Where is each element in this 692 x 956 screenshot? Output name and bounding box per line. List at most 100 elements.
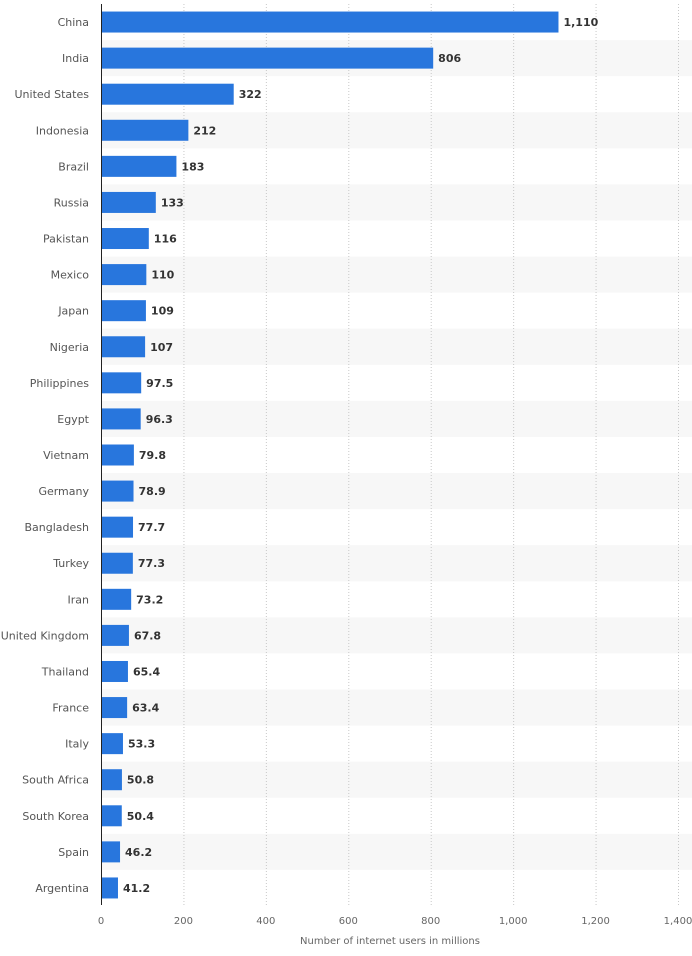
bar — [101, 300, 146, 322]
bar — [101, 588, 132, 610]
bar — [101, 11, 559, 33]
bar — [101, 408, 141, 430]
x-tick-label: 1,200 — [581, 916, 610, 927]
value-label: 67.8 — [134, 629, 161, 642]
x-axis-label: Number of internet users in millions — [300, 936, 480, 947]
category-label: Thailand — [41, 665, 89, 678]
row-band — [101, 328, 692, 365]
category-label: China — [58, 16, 89, 29]
category-label: Mexico — [51, 269, 90, 282]
value-label: 96.3 — [146, 413, 173, 426]
bar — [101, 516, 134, 538]
category-label: South Africa — [22, 774, 89, 787]
value-label: 97.5 — [146, 377, 173, 390]
row-band — [101, 761, 692, 798]
bar — [101, 264, 147, 286]
bar — [101, 480, 134, 502]
bar — [101, 805, 122, 827]
value-label: 1,110 — [563, 16, 598, 29]
category-labels: China India United States Indonesia Brazil Ru… — [1, 16, 90, 895]
value-label: 806 — [438, 52, 461, 65]
value-label: 110 — [151, 269, 174, 282]
row-band — [101, 689, 692, 726]
bar — [101, 769, 122, 791]
bar — [101, 624, 129, 646]
value-label: 183 — [181, 160, 204, 173]
category-label: Russia — [54, 196, 89, 209]
bars — [101, 11, 559, 899]
bar — [101, 336, 146, 358]
bar — [101, 191, 156, 213]
category-label: France — [52, 702, 89, 715]
row-band — [101, 112, 692, 149]
value-label: 79.8 — [139, 449, 166, 462]
value-label: 46.2 — [125, 846, 152, 859]
value-label: 107 — [150, 341, 173, 354]
category-label: Turkey — [52, 557, 89, 570]
category-label: Argentina — [35, 882, 89, 895]
x-tick-label: 0 — [98, 916, 104, 927]
bar — [101, 841, 121, 863]
value-label: 53.3 — [128, 738, 155, 751]
value-label: 109 — [151, 305, 174, 318]
category-label: India — [62, 52, 89, 65]
x-tick-label: 200 — [174, 916, 193, 927]
x-tick-label: 400 — [256, 916, 275, 927]
bar — [101, 155, 177, 177]
x-tick-label: 1,000 — [499, 916, 528, 927]
x-tick-labels: 0 200 400 600 800 1,000 1,200 1,400 — [98, 916, 692, 927]
row-band — [101, 617, 692, 654]
row-band — [101, 545, 692, 582]
value-label: 63.4 — [132, 702, 159, 715]
bar — [101, 697, 128, 719]
bar — [101, 552, 133, 574]
category-label: United Kingdom — [1, 629, 89, 642]
category-label: United States — [15, 88, 90, 101]
bar — [101, 733, 123, 755]
category-label: Vietnam — [43, 449, 89, 462]
value-label: 41.2 — [123, 882, 150, 895]
row-band — [101, 256, 692, 293]
value-label: 65.4 — [133, 665, 160, 678]
bar — [101, 47, 434, 69]
value-label: 322 — [239, 88, 262, 101]
category-label: Iran — [68, 593, 90, 606]
bar — [101, 228, 149, 250]
value-labels: 1,110 806 322 212 183 133 116 110 109 107 97.5 96.3… — [123, 16, 599, 895]
category-label: Nigeria — [50, 341, 89, 354]
value-label: 50.4 — [127, 810, 154, 823]
value-label: 212 — [193, 124, 216, 137]
category-label: Italy — [65, 738, 89, 751]
row-band — [101, 184, 692, 221]
bar — [101, 83, 234, 105]
x-tick-label: 1,400 — [664, 916, 692, 927]
x-tick-label: 600 — [339, 916, 358, 927]
category-label: Brazil — [58, 160, 89, 173]
category-label: South Korea — [22, 810, 89, 823]
row-band — [101, 400, 692, 437]
row-band — [101, 473, 692, 510]
category-label: Spain — [58, 846, 89, 859]
category-label: Germany — [38, 485, 89, 498]
value-label: 78.9 — [139, 485, 166, 498]
bar — [101, 444, 134, 466]
value-label: 73.2 — [136, 593, 163, 606]
category-label: Bangladesh — [25, 521, 90, 534]
category-label: Philippines — [30, 377, 90, 390]
bar — [101, 660, 128, 682]
x-tick-label: 800 — [421, 916, 440, 927]
category-label: Indonesia — [36, 124, 89, 137]
value-label: 133 — [161, 196, 184, 209]
value-label: 77.7 — [138, 521, 165, 534]
row-bands — [101, 40, 692, 870]
gridlines — [183, 4, 679, 906]
bar — [101, 877, 118, 899]
value-label: 116 — [154, 233, 177, 246]
bar — [101, 119, 189, 141]
value-label: 50.8 — [127, 774, 154, 787]
row-band — [101, 833, 692, 870]
category-label: Pakistan — [43, 233, 89, 246]
category-label: Egypt — [57, 413, 89, 426]
value-label: 77.3 — [138, 557, 165, 570]
